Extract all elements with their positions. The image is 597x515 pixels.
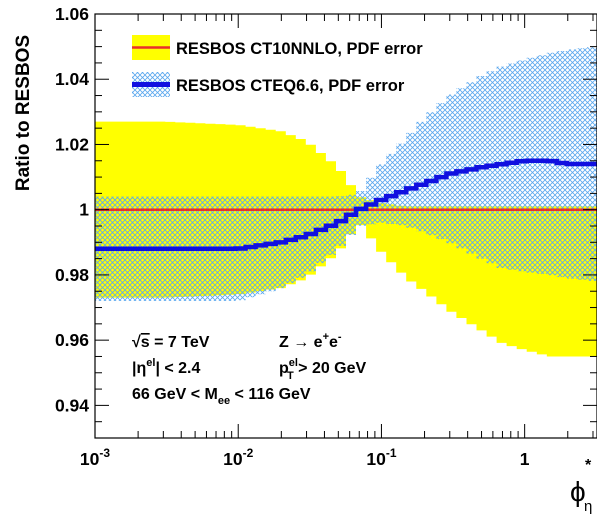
y-tick-label: 0.94 [55, 395, 89, 415]
plot-bands [95, 47, 597, 357]
x-tick-label: 10-3 [80, 446, 110, 469]
annotation-pt-cut: pel T > 20 GeV [279, 357, 367, 382]
x-tick-label: 10-1 [366, 446, 396, 469]
annotation-sqrt-s: √s = 7 TeV [132, 334, 210, 351]
annotations: √s = 7 TeV |ηel| < 2.4 66 GeV < Mee < 11… [132, 331, 367, 407]
x-axis-label-sup: * [585, 457, 592, 474]
annotation-process: Z → e+e- [279, 331, 342, 351]
axes: 0.94 0.96 0.98 1 1.02 1.04 1.06 10-3 10-2 10-1 1 [55, 4, 597, 469]
legend-entry-ct10nnlo: RESBOS CT10NNLO, PDF error [132, 35, 423, 60]
y-tick-label: 0.98 [55, 265, 89, 285]
x-axis-label: ϕ η * [570, 457, 592, 515]
x-axis-label-sub: η [584, 498, 592, 515]
y-tick-label: 0.96 [55, 330, 89, 350]
y-tick-label: 1.02 [55, 134, 89, 154]
legend-entry-cteq66: RESBOS CTEQ6.6, PDF error [132, 72, 405, 97]
annotation-eta-cut: |ηel| < 2.4 [132, 357, 200, 377]
legend: RESBOS CT10NNLO, PDF error RESBOS CTEQ6.… [132, 35, 423, 97]
band-cteq66 [95, 47, 597, 302]
x-axis-label-base: ϕ [570, 476, 586, 507]
y-tick-label: 1.04 [55, 69, 89, 89]
line-cteq66-central [95, 158, 597, 252]
x-tick-label: 1 [520, 449, 530, 469]
legend-label-ct10nnlo: RESBOS CT10NNLO, PDF error [176, 40, 423, 58]
y-tick-label: 1.06 [55, 4, 89, 24]
plot-lines [95, 158, 597, 252]
y-tick-label: 1 [79, 200, 89, 220]
annotation-mass-window: 66 GeV < Mee < 116 GeV [132, 386, 311, 407]
legend-label-cteq66: RESBOS CTEQ6.6, PDF error [176, 77, 405, 95]
y-axis-label: Ratio to RESBOS [13, 35, 34, 191]
x-tick-label: 10-2 [223, 446, 253, 469]
